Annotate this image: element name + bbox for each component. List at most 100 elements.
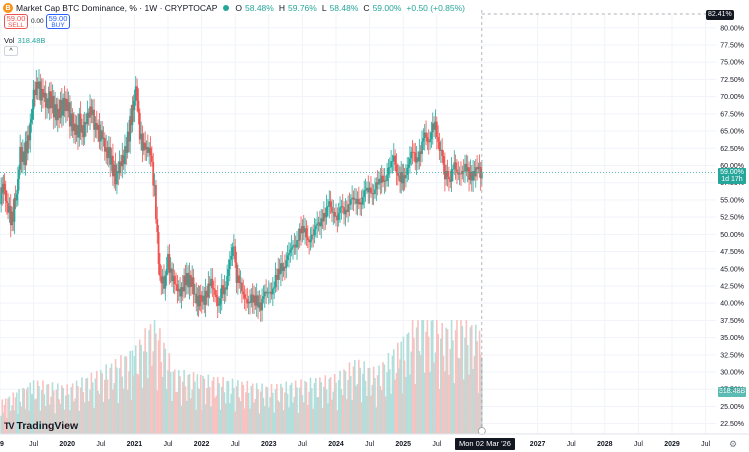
volume-bar — [108, 399, 110, 434]
candle-body — [289, 249, 292, 254]
volume-bar — [198, 388, 201, 434]
volume-bar — [423, 372, 426, 434]
y-tick-label: 70.00% — [720, 94, 744, 101]
volume-bar — [263, 406, 266, 434]
volume-bar — [161, 376, 164, 434]
candle-body — [271, 288, 274, 295]
candle-body — [278, 268, 281, 275]
volume-bar — [351, 399, 353, 434]
candle-body — [383, 180, 386, 182]
volume-bar — [320, 382, 323, 434]
candle-body — [106, 147, 109, 159]
volume-bar — [262, 397, 265, 434]
volume-label: Vol — [4, 36, 15, 45]
price-axis[interactable]: 80.00% 77.50% 75.00% 72.50% 70.00% 67.50% 65.0… — [720, 25, 744, 428]
candle-body — [2, 183, 5, 194]
x-tick-label: 2028 — [597, 441, 613, 448]
volume-bar — [238, 397, 241, 434]
volume-bar — [388, 369, 391, 434]
candle-body — [189, 274, 192, 287]
candle-body — [418, 151, 421, 162]
volume-bar — [31, 394, 34, 434]
tradingview-logo[interactable]: TV TradingView — [4, 420, 78, 432]
x-tick-label: 2025 — [395, 441, 411, 448]
sell-button[interactable]: 59.00 SELL — [4, 14, 28, 29]
candle-body — [34, 89, 36, 96]
candle-body — [160, 275, 163, 284]
candle-body — [462, 170, 465, 172]
volume-bar — [163, 342, 165, 434]
chart-legend: B Market Cap BTC Dominance, % · 1W · CRY… — [3, 2, 467, 14]
volume-bar — [152, 351, 155, 434]
candle-body — [129, 116, 132, 142]
volume-bar — [24, 408, 27, 434]
candle-body — [12, 211, 15, 222]
candle-body — [388, 167, 391, 169]
volume-bar — [164, 348, 167, 434]
x-tick-label: 2021 — [127, 441, 143, 448]
candle-body — [316, 223, 319, 226]
trade-buttons: 59.00 SELL 0.00 59.00 BUY — [4, 14, 70, 29]
candle-body — [118, 161, 121, 174]
volume-bar — [47, 383, 50, 434]
volume-bar — [126, 389, 129, 434]
volume-bar — [11, 405, 13, 434]
candle-body — [111, 155, 114, 177]
volume-bar — [38, 385, 40, 434]
buy-button[interactable]: 59.00 BUY — [46, 14, 70, 29]
volume-bar — [392, 349, 395, 434]
low-label: L — [321, 3, 327, 13]
candle-body — [167, 253, 169, 270]
candle-body — [449, 179, 452, 182]
volume-bar — [249, 408, 251, 434]
candle-body — [254, 295, 257, 306]
volume-bar — [367, 367, 370, 434]
candle-body — [155, 185, 157, 219]
volume-bar — [278, 401, 281, 434]
candle-body — [234, 246, 237, 263]
volume-bar — [122, 388, 125, 434]
market-status-icon[interactable] — [223, 5, 230, 11]
volume-bar — [383, 364, 386, 434]
volume-bar — [460, 320, 462, 434]
volume-bar — [308, 391, 310, 434]
candle-body — [351, 197, 354, 200]
candle-body — [387, 167, 390, 175]
candle-body — [469, 171, 472, 180]
volume-bar — [212, 377, 215, 434]
candle-body — [305, 228, 308, 238]
candle-body — [24, 141, 27, 165]
volume-bar — [160, 361, 163, 434]
volume-bar — [197, 388, 200, 434]
candle-body — [423, 132, 426, 139]
volume-bar — [159, 328, 161, 434]
candle-body — [411, 151, 414, 153]
candle-body — [474, 167, 477, 177]
candle-body — [274, 274, 277, 288]
time-axis[interactable]: 19 Jul 2020 Jul 2021 Jul 2022 Jul 2023 Jul 2024 Jul… — [0, 433, 749, 448]
volume-bar — [2, 412, 5, 434]
volume-bar — [355, 385, 357, 434]
gear-icon[interactable]: ⚙ — [729, 439, 738, 449]
volume-bar — [327, 403, 329, 434]
volume-bar — [65, 395, 67, 434]
volume-bar — [277, 400, 280, 434]
candle-body — [470, 171, 473, 181]
volume-bar — [462, 379, 465, 434]
btc-icon: B — [3, 3, 13, 13]
volume-legend[interactable]: Vol 318.48B — [4, 36, 45, 45]
candle-body — [417, 157, 419, 162]
x-tick-label: 2029 — [664, 441, 680, 448]
collapse-legend-button[interactable]: ^ — [4, 46, 18, 56]
candle-body — [70, 113, 73, 127]
symbol-title[interactable]: Market Cap BTC Dominance, % · 1W · CRYPT… — [16, 3, 218, 13]
candle-body — [165, 269, 168, 276]
candle-body — [226, 275, 229, 290]
volume-bar — [309, 377, 312, 434]
volume-bar — [304, 381, 306, 434]
candle-body — [19, 146, 22, 170]
candle-body — [196, 295, 199, 304]
volume-bar — [114, 359, 117, 434]
candle-body — [325, 207, 328, 218]
